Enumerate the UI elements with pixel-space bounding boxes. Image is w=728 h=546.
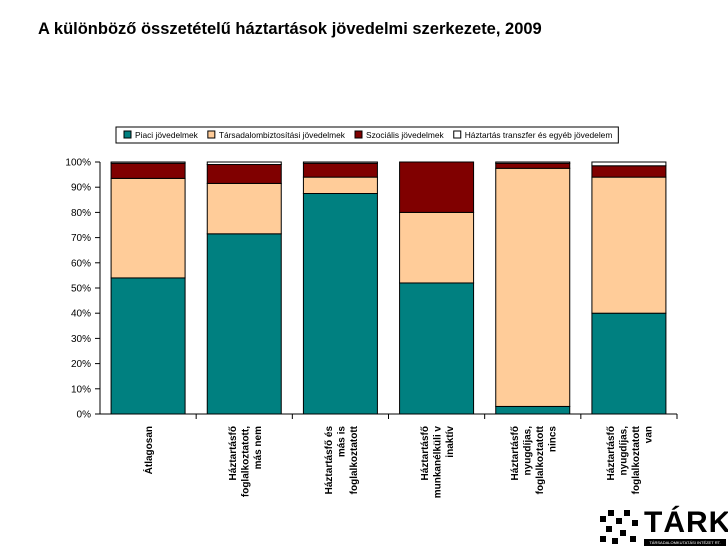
y-tick-label: 10% — [71, 384, 91, 395]
x-category-label: inaktív — [445, 426, 456, 458]
legend-swatch — [123, 130, 132, 139]
page-title: A különböző összetételű háztartások jöve… — [38, 20, 542, 38]
legend-frame — [115, 126, 619, 144]
logo-subtitle: TÁRSADALOMKUTATÁSI INTÉZET RT. — [644, 539, 726, 546]
x-category-label: nyugdíjas, — [619, 426, 630, 476]
bar-segment-4 — [591, 161, 667, 167]
bar-segment-1 — [206, 233, 282, 415]
legend-label: Háztartás transzfer és egyéb jövedelem — [465, 130, 613, 140]
x-category-label: nyugdíjas, — [523, 426, 534, 476]
bar-segment-1 — [495, 405, 571, 415]
bar-segment-3 — [495, 162, 571, 169]
bar-segment-3 — [110, 162, 186, 179]
x-category-label: Háztartásfő — [228, 426, 239, 480]
y-tick-label: 80% — [71, 208, 91, 219]
x-category-label: van — [644, 426, 655, 443]
bar-segment-3 — [591, 165, 667, 178]
legend-swatch — [354, 130, 363, 139]
x-axis-labels: Átlagosan Háztartásfő foglalkoztatott, más … — [142, 425, 655, 498]
chart-bars — [110, 161, 667, 415]
bar-segment-3 — [399, 161, 475, 213]
bar-segment-3 — [302, 162, 378, 178]
x-category-label: foglalkoztatott, — [240, 426, 251, 497]
y-tick-label: 0% — [77, 410, 92, 421]
y-tick-label: 30% — [71, 334, 91, 345]
legend-swatch — [453, 130, 462, 139]
bar-segment-3 — [206, 164, 282, 184]
y-tick-label: 60% — [71, 258, 91, 269]
bar-segment-2 — [399, 211, 475, 284]
chart-axes: 0% 10% 20% 30% 40% 50% 60% 70% 80% 90% 100% — [65, 158, 678, 421]
x-category-label: más nem — [253, 426, 264, 469]
x-category-label: más is — [336, 426, 347, 458]
bar-segment-2 — [206, 182, 282, 235]
bar-segment-2 — [302, 176, 378, 194]
legend-label: Szociális jövedelmek — [366, 130, 445, 140]
legend-label: Társadalombiztosítási jövedelmek — [219, 130, 346, 140]
bar-segment-1 — [302, 193, 378, 415]
bar-segment-1 — [110, 277, 186, 415]
x-category-label: Háztartásfő — [606, 426, 617, 480]
x-category-label: foglalkoztatott — [631, 425, 642, 494]
x-category-label: Háztartásfő — [510, 426, 521, 480]
x-category-label: foglalkoztatott — [535, 425, 546, 494]
y-tick-label: 40% — [71, 309, 91, 320]
y-tick-label: 90% — [71, 183, 91, 194]
bar-segment-4 — [495, 161, 571, 164]
x-category-label: nincs — [548, 426, 559, 453]
y-tick-label: 20% — [71, 359, 91, 370]
bar-segment-1 — [591, 312, 667, 415]
x-category-label: Háztartásfő és — [324, 426, 335, 495]
x-category-label: Háztartásfő — [420, 426, 431, 480]
logo-word: TÁRKI — [644, 506, 728, 539]
bar-segment-2 — [591, 176, 667, 314]
bar-segment-4 — [302, 161, 378, 164]
legend-label: Piaci jövedelmek — [135, 130, 199, 140]
x-category-label: munkanélküli v — [433, 426, 444, 499]
logo-mark-icon — [600, 510, 638, 544]
x-category-label: Átlagosan — [142, 426, 155, 474]
legend-swatch — [207, 130, 216, 139]
y-tick-label: 70% — [71, 233, 91, 244]
tarki-logo: TÁRKI TÁRSADALOMKUTATÁSI INTÉZET RT. — [598, 508, 728, 546]
y-tick-label: 100% — [65, 158, 91, 169]
y-tick-label: 50% — [71, 284, 91, 295]
x-category-label: foglalkoztatott — [349, 425, 360, 494]
chart-legend: Piaci jövedelmek Társadalombiztosítási jö… — [115, 126, 619, 144]
bar-segment-4 — [110, 161, 186, 164]
bar-segment-2 — [495, 167, 571, 407]
bar-segment-1 — [399, 282, 475, 415]
bar-segment-4 — [206, 161, 282, 166]
bar-segment-2 — [110, 177, 186, 279]
